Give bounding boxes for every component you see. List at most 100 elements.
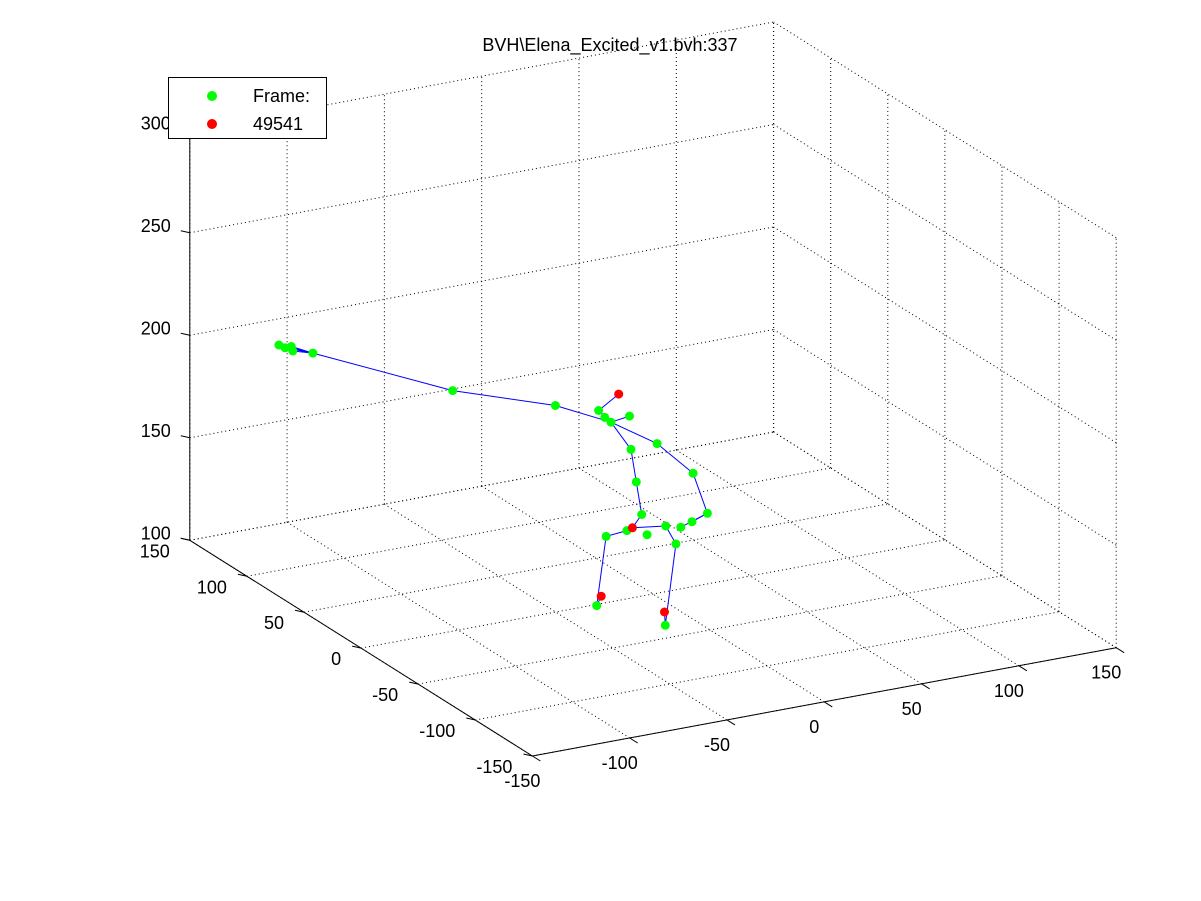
bone-segment — [610, 421, 658, 445]
grid-line — [303, 503, 888, 613]
y-tick-mark — [523, 753, 533, 757]
bone-segment — [452, 390, 556, 406]
bone-segment — [692, 473, 708, 514]
bone-segment — [630, 449, 637, 482]
grid-line — [189, 124, 774, 234]
x-axis-line — [532, 647, 1117, 757]
z-tick-mark — [180, 230, 190, 234]
grid-line — [189, 21, 774, 131]
grid-line — [189, 226, 774, 336]
y-tick-mark — [466, 717, 476, 721]
joint-marker — [652, 439, 662, 449]
x-tick-mark — [1018, 665, 1028, 672]
y-tick-label: 0 — [331, 649, 341, 669]
y-tick-label: 100 — [197, 577, 227, 597]
grid-line — [189, 431, 774, 541]
grid-line — [189, 329, 774, 439]
joint-marker — [661, 521, 671, 531]
x-tick-mark — [921, 683, 930, 690]
legend-label: 49541 — [253, 114, 304, 134]
grid-line — [475, 611, 1060, 721]
grid-line — [418, 575, 1003, 685]
joint-marker — [614, 389, 624, 399]
legend: Frame: 49541 — [168, 77, 327, 139]
z-tick-label: 250 — [141, 216, 171, 236]
chart-title: BVH\Elena_Excited_v1.bvh:337 — [482, 35, 737, 56]
joint-marker — [688, 468, 698, 478]
bone-segment — [656, 443, 694, 474]
grid-line — [773, 329, 1117, 546]
bone-segment — [312, 352, 453, 392]
joint-marker — [687, 517, 697, 527]
joint-marker — [627, 523, 637, 533]
z-tick-mark — [180, 435, 190, 439]
z-tick-label: 100 — [141, 523, 171, 543]
z-tick-mark — [180, 537, 190, 541]
grid-line — [773, 21, 1117, 239]
legend-label: Frame: — [253, 86, 311, 106]
x-tick-label: 0 — [809, 717, 819, 737]
joint-marker — [274, 340, 284, 350]
bone-segment — [632, 525, 666, 529]
x-tick-mark — [629, 737, 638, 744]
x-tick-label: 50 — [902, 699, 922, 719]
joint-marker — [626, 444, 636, 454]
legend-entry-frame-number: 49541 — [169, 112, 326, 136]
grid-line — [578, 467, 922, 685]
joint-marker — [637, 510, 647, 519]
y-tick-mark — [409, 681, 419, 685]
y-tick-label: 150 — [140, 541, 170, 561]
x-tick-label: -100 — [602, 753, 638, 773]
joint-marker — [448, 386, 458, 396]
legend-entry-frame: Frame: — [169, 84, 326, 108]
tick-labels: -150-100-50050100150-150-100-50050100150… — [140, 113, 1121, 791]
z-tick-label: 200 — [141, 318, 171, 338]
joint-marker — [606, 417, 616, 427]
grid-line — [246, 467, 831, 577]
x-tick-label: 150 — [1091, 663, 1121, 683]
bone-segment — [635, 481, 643, 515]
joint-marker — [676, 522, 686, 532]
z-tick-label: 300 — [141, 113, 171, 133]
y-tick-label: 50 — [264, 613, 284, 633]
y-tick-mark — [237, 573, 248, 577]
grid-line — [384, 503, 728, 721]
bone-segment — [610, 421, 632, 450]
x-tick-label: 100 — [994, 681, 1024, 701]
joint-marker — [660, 607, 669, 617]
joint-marker — [308, 348, 318, 358]
joint-marker — [594, 406, 604, 415]
x-tick-mark — [1115, 647, 1125, 654]
y-tick-label: -100 — [419, 721, 455, 741]
x-tick-mark — [532, 755, 541, 762]
grid-line — [361, 539, 945, 649]
x-tick-mark — [824, 701, 833, 708]
joint-marker — [288, 346, 298, 356]
legend-marker-green — [207, 91, 217, 101]
plot-axes — [180, 127, 1125, 762]
x-tick-mark — [726, 719, 736, 726]
joint-marker — [601, 531, 611, 541]
joint-marker — [625, 411, 634, 421]
joint-marker — [600, 412, 610, 422]
joint-marker — [550, 401, 560, 410]
joint-marker — [642, 530, 652, 540]
y-tick-label: -50 — [372, 685, 398, 705]
x-tick-label: -150 — [504, 771, 540, 791]
joint-marker — [592, 601, 602, 611]
y-axis-line — [189, 539, 533, 757]
y-tick-mark — [294, 609, 305, 613]
y-tick-mark — [351, 645, 362, 649]
grid-line — [286, 521, 630, 739]
plot-grid — [189, 21, 1117, 757]
z-tick-mark — [180, 332, 190, 336]
x-tick-label: -50 — [704, 735, 730, 755]
joint-marker — [660, 620, 670, 630]
y-tick-label: -150 — [476, 757, 512, 777]
joint-marker — [596, 591, 606, 601]
joint-marker — [671, 539, 681, 549]
legend-marker-red — [207, 119, 217, 129]
z-tick-label: 150 — [141, 421, 171, 441]
grid-line — [676, 449, 1020, 667]
